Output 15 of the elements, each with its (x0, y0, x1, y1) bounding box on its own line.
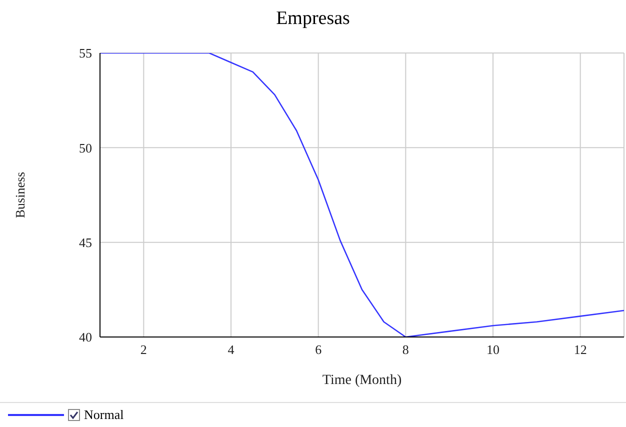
x-tick-label: 10 (486, 342, 500, 358)
y-tick-label: 50 (79, 140, 92, 156)
x-tick-label: 2 (140, 342, 147, 358)
x-tick-label: 12 (574, 342, 587, 358)
y-tick-label: 55 (79, 46, 92, 61)
line-series (100, 53, 624, 337)
y-axis-title: Business (12, 172, 28, 218)
x-tick-label: 4 (228, 342, 235, 358)
y-tick-label: 40 (79, 330, 92, 345)
y-tick-label: 45 (79, 234, 92, 250)
x-axis-title: Time (Month) (322, 373, 402, 388)
text: Normal (84, 407, 124, 423)
x-tick-label: 6 (315, 342, 322, 358)
x-tick-label: 8 (402, 342, 409, 358)
chart-title: Empresas (275, 8, 351, 30)
